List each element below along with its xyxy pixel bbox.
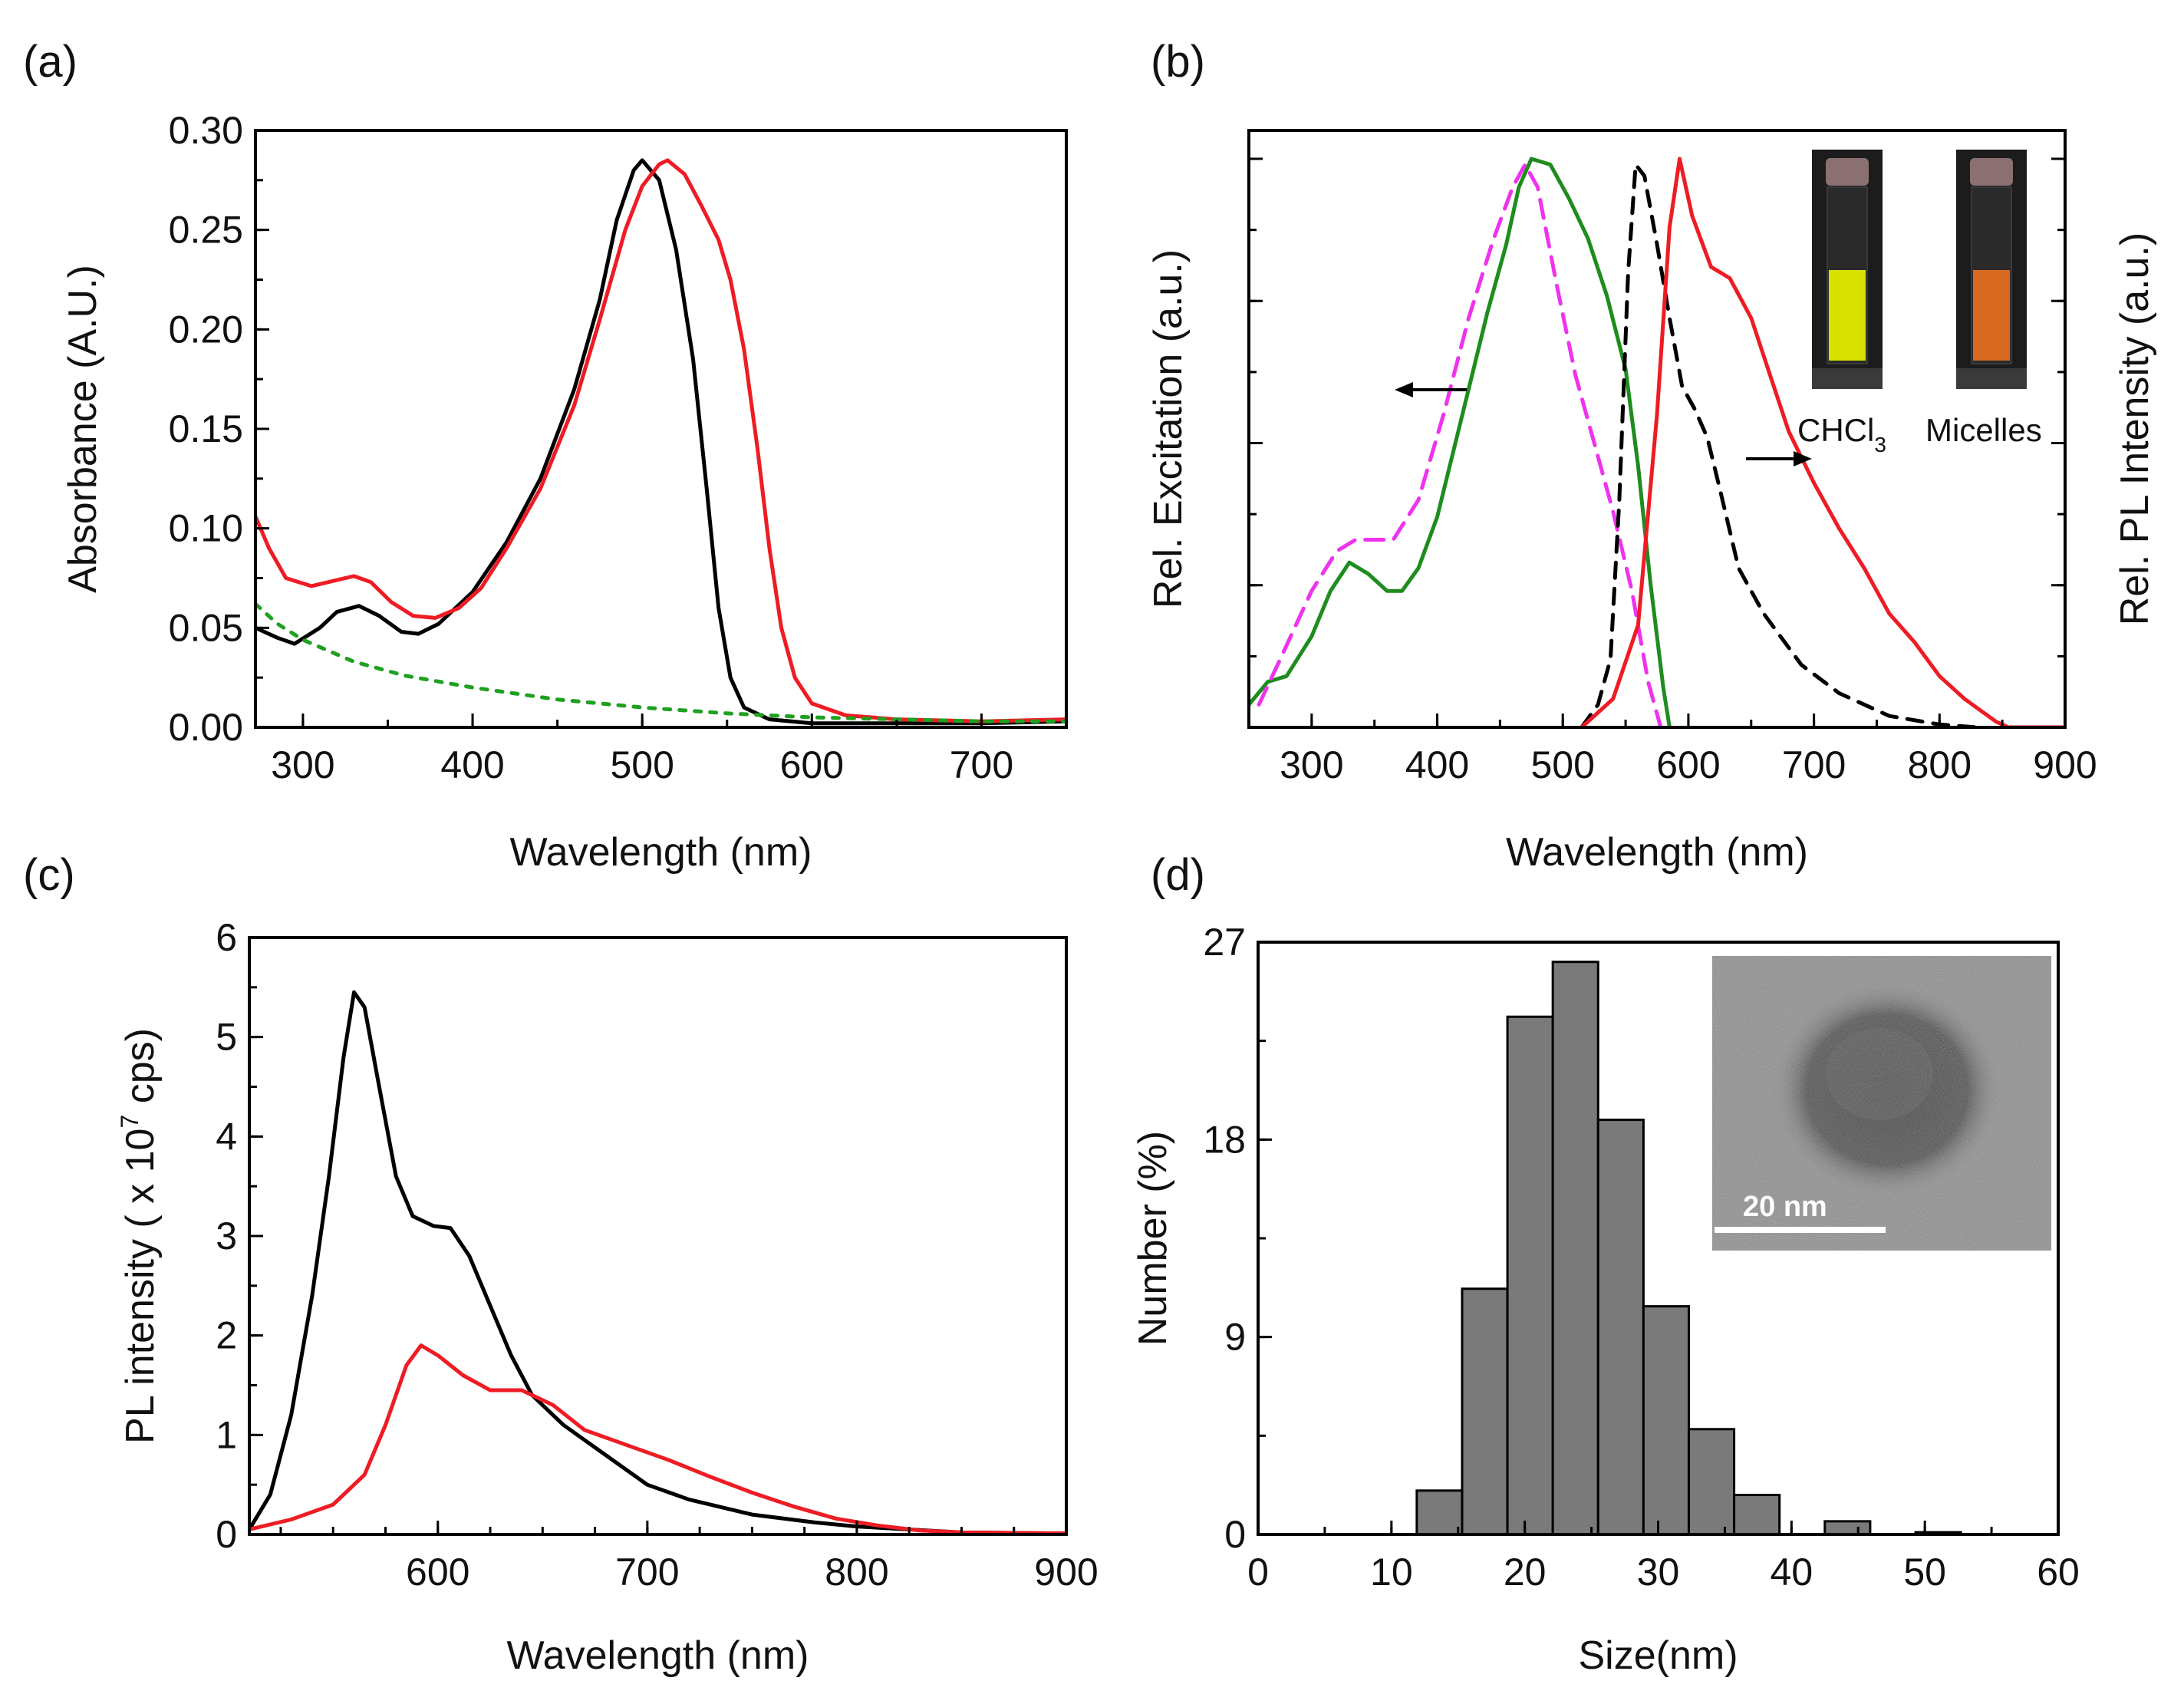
y-axis-title-c: PL intensity ( x 107 cps) [116, 1028, 163, 1444]
y-tick-label-a: 0.30 [169, 109, 243, 152]
plot-frame-a [254, 129, 1068, 729]
y-tick-label-d: 27 [1203, 921, 1246, 964]
series-c-black [249, 990, 1066, 1534]
histogram-bar [1687, 1428, 1736, 1536]
y-tick-label-c: 2 [216, 1314, 237, 1357]
series-b-green [1249, 157, 1672, 727]
vial-chcl3 [1812, 150, 1883, 389]
histogram-bar [1596, 1119, 1645, 1536]
tem-image-inset: 20 nm [1712, 956, 2051, 1251]
chart-b: 300 400 500 600 700 800 900 Wavelength (nm) Rel.… [1146, 129, 2157, 875]
x-tick-label-d: 30 [1637, 1551, 1680, 1594]
y-tick-label-c: 3 [216, 1215, 237, 1257]
x-tick-label-d: 40 [1771, 1551, 1813, 1594]
series-a-black [255, 158, 1066, 726]
chart-c: 600 700 800 900 0 1 2 3 4 5 6 Wavelength (nm) PL int… [116, 916, 1099, 1678]
y-axis-title-a: Absorbance (A.U.) [61, 265, 105, 593]
histogram-bar [1551, 961, 1599, 1536]
x-tick-label-c: 600 [406, 1551, 469, 1594]
panel-label-d: (d) [1151, 850, 1205, 900]
x-axis-title-b: Wavelength (nm) [1506, 830, 1808, 875]
x-tick-label-c: 700 [615, 1551, 679, 1594]
histogram-bar [1506, 1015, 1554, 1536]
y-tick-label-c: 4 [216, 1115, 237, 1158]
y-tick-label-d: 0 [1224, 1513, 1246, 1556]
y-axis-title-b: Rel. Excitation (a.u.) [1146, 249, 1191, 608]
vial-micelles [1956, 150, 2027, 389]
y-tick-label-a: 0.00 [169, 706, 243, 749]
x-tick-label-b: 900 [2033, 743, 2097, 786]
x-tick-label-a: 300 [271, 743, 334, 786]
pl-arrow [1746, 451, 1812, 466]
x-tick-label-c: 900 [1034, 1551, 1098, 1594]
panel-label-c: (c) [23, 850, 75, 900]
plot-frame-b [1247, 129, 2067, 729]
x-axis-title-d: Size(nm) [1578, 1633, 1738, 1678]
x-tick-label-d: 10 [1370, 1551, 1413, 1594]
y-tick-label-d: 9 [1224, 1316, 1246, 1359]
x-tick-label-b: 300 [1280, 743, 1343, 786]
chart-a: 300 400 500 600 700 0.00 0.05 0.10 0.15 0.20 0.25 0… [61, 109, 1068, 875]
x-axis-title-a: Wavelength (nm) [510, 830, 812, 875]
scale-bar-label: 20 nm [1743, 1191, 1827, 1223]
x-tick-label-a: 700 [950, 743, 1013, 786]
series-a-green-dotted [255, 602, 1066, 723]
y-tick-label-a: 0.05 [169, 606, 243, 649]
y-tick-label-a: 0.20 [169, 308, 243, 351]
y-axis-title-d: Number (%) [1131, 1131, 1175, 1346]
x-axis-title-c: Wavelength (nm) [507, 1633, 809, 1678]
histogram-bar [1733, 1494, 1781, 1536]
panel-label-a: (a) [23, 37, 77, 87]
x-tick-label-a: 400 [440, 743, 504, 786]
y-axis-title-right-b: Rel. PL Intensity (a.u.) [2113, 232, 2157, 626]
x-tick-label-d: 50 [1903, 1551, 1946, 1594]
x-tick-label-b: 500 [1531, 743, 1595, 786]
x-tick-label-c: 800 [825, 1551, 888, 1594]
histogram-bar [1823, 1520, 1872, 1536]
series-c-red [249, 1343, 1066, 1534]
panel-label-b: (b) [1151, 37, 1205, 87]
x-tick-label-a: 500 [610, 743, 674, 786]
series-a-red [255, 158, 1066, 723]
plot-frame-c [248, 936, 1068, 1536]
series-b-black-dashed [1580, 163, 1979, 727]
excitation-arrow [1395, 382, 1467, 397]
y-tick-label-c: 1 [216, 1413, 237, 1456]
y-tick-label-a: 0.10 [169, 507, 243, 550]
y-tick-label-c: 0 [216, 1513, 237, 1556]
x-tick-label-b: 800 [1908, 743, 1972, 786]
x-tick-label-b: 400 [1405, 743, 1469, 786]
x-tick-label-d: 60 [2037, 1551, 2080, 1594]
y-tick-label-a: 0.25 [169, 209, 243, 252]
label-micelles: Micelles [1925, 412, 2042, 448]
x-tick-label-b: 600 [1656, 743, 1720, 786]
vial-photos-inset [1812, 150, 2027, 389]
y-tick-label-a: 0.15 [169, 407, 243, 450]
histogram-bar [1415, 1489, 1464, 1536]
x-tick-label-a: 600 [780, 743, 844, 786]
series-b-red [1580, 157, 2065, 727]
y-tick-label-d: 18 [1203, 1118, 1246, 1161]
chart-d: 0 10 20 30 40 50 60 0 9 18 27 Size(nm) Number (%) 20 … [1131, 921, 2080, 1678]
histogram-bar [1461, 1287, 1509, 1536]
x-tick-label-b: 700 [1782, 743, 1846, 786]
series-b-magenta-dashed [1257, 163, 1663, 727]
label-chcl3: CHCl3 [1797, 412, 1886, 456]
y-tick-label-c: 6 [216, 916, 237, 959]
y-tick-label-c: 5 [216, 1016, 237, 1059]
x-tick-label-d: 20 [1504, 1551, 1547, 1594]
histogram-bar [1642, 1305, 1690, 1536]
x-tick-label-d: 0 [1247, 1551, 1269, 1594]
